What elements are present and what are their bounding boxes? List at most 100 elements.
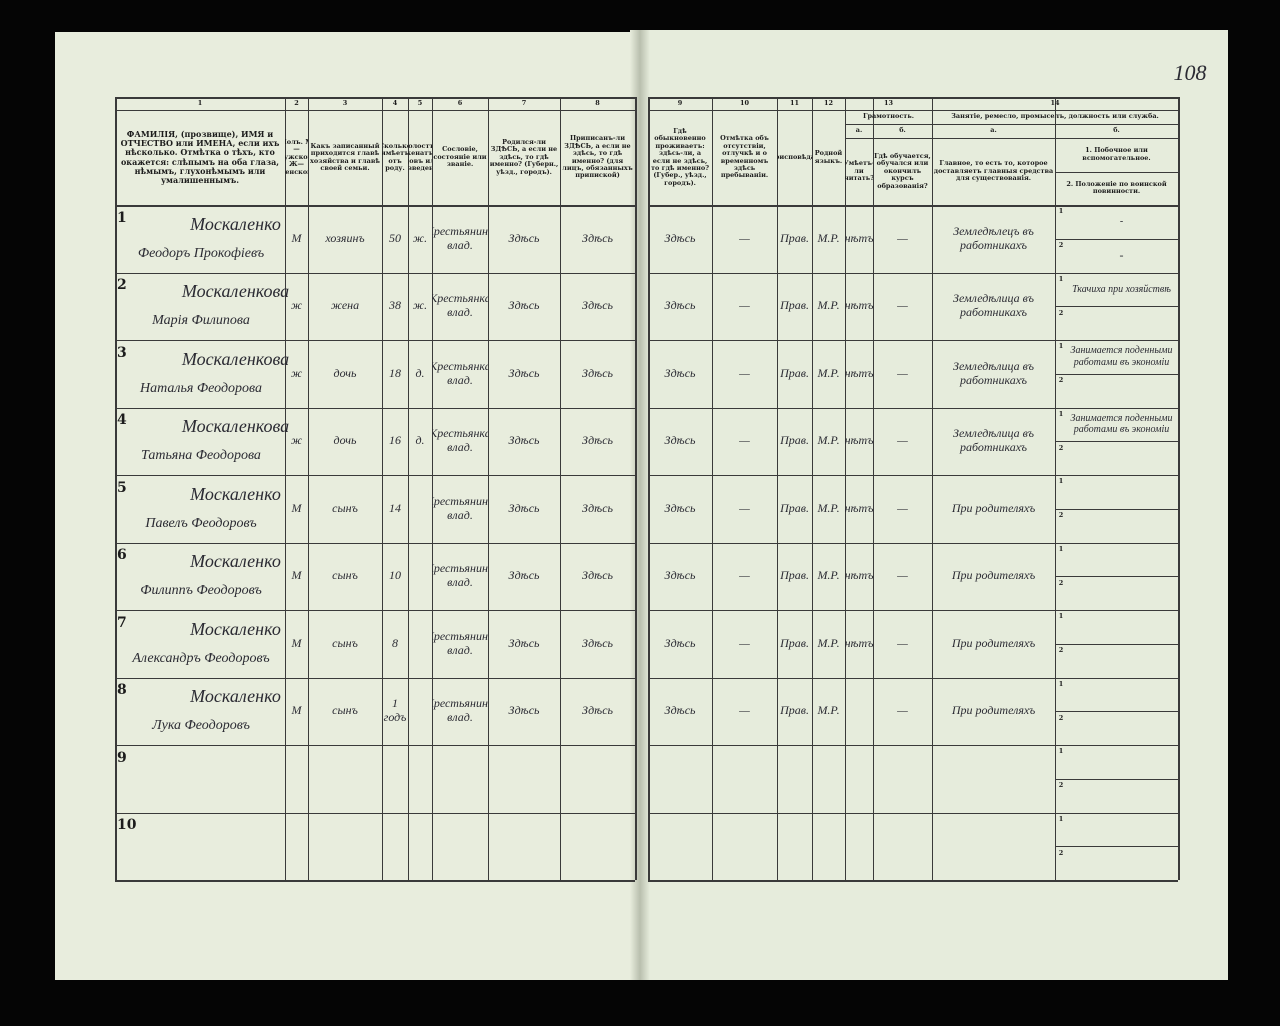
rule xyxy=(1055,373,1178,375)
rule xyxy=(648,542,1178,544)
given-name: Татьяна Феодорова xyxy=(141,448,261,464)
registered: Здѣсь xyxy=(582,635,613,650)
surname: Москаленко xyxy=(190,213,281,234)
column-header: Гдѣ обучается, обучался или окончилъ кур… xyxy=(874,151,931,190)
estate: Крестьянинъ влад. xyxy=(432,223,488,252)
school: — xyxy=(897,433,908,448)
rule xyxy=(648,610,1178,611)
school: — xyxy=(897,703,908,718)
absence: — xyxy=(739,500,750,515)
column-header: Сословіе, состояніе или званіе. xyxy=(433,145,487,169)
column-header: Родился-ли ЗДѢСЬ, а если не здѣсь, то гд… xyxy=(489,137,559,176)
rule xyxy=(932,138,1178,139)
surname: Москаленкова xyxy=(181,416,290,437)
occupation: При родителяхъ xyxy=(951,500,1036,515)
rule xyxy=(845,124,932,125)
born: Здѣсь xyxy=(508,703,540,718)
given-name: Александръ Феодоровъ xyxy=(132,650,270,666)
residence: Здѣсь xyxy=(664,230,696,245)
rule xyxy=(932,97,933,880)
row-number: 9 xyxy=(117,749,127,766)
rule xyxy=(648,677,1178,679)
sex: М xyxy=(291,230,302,245)
column-header: Умѣетъ-ли читать? xyxy=(845,159,873,183)
religion: Прав. xyxy=(780,365,809,380)
column-number: 1 xyxy=(197,98,203,107)
residence: Здѣсь xyxy=(664,433,696,448)
secondary-occupation: Ткачиха при хозяйствѣ xyxy=(1072,283,1171,295)
given-name: Лука Феодоровъ xyxy=(152,718,250,734)
subrow-label: 2 xyxy=(1058,781,1064,790)
rule xyxy=(648,97,1178,99)
subrow-label: 1 xyxy=(1058,612,1064,621)
rule xyxy=(115,677,635,679)
sex: М xyxy=(291,568,302,583)
rule xyxy=(1055,711,1178,713)
estate: Крестьянка влад. xyxy=(432,358,488,387)
literate: нѣтъ xyxy=(845,568,873,583)
rule xyxy=(648,110,1178,111)
rule xyxy=(1055,846,1178,848)
column-number: 2 xyxy=(294,98,299,107)
rule xyxy=(648,272,1178,274)
literate: нѣтъ xyxy=(845,230,873,245)
relation: сынъ xyxy=(332,703,358,718)
rule xyxy=(648,97,650,880)
rule xyxy=(382,97,383,880)
age: 10 xyxy=(389,568,401,583)
residence: Здѣсь xyxy=(664,365,696,380)
subrow-label: 1 xyxy=(1058,207,1064,216)
absence: — xyxy=(739,703,750,718)
column-number: 10 xyxy=(739,98,750,107)
school: — xyxy=(897,365,908,380)
occupation: При родителяхъ xyxy=(951,568,1036,583)
rule xyxy=(648,880,1178,882)
rule xyxy=(115,812,635,814)
surname: Москаленкова xyxy=(181,348,290,369)
column-header: Родной языкъ. xyxy=(814,149,843,165)
subrow-label: 1 xyxy=(1058,544,1064,553)
row-number: 4 xyxy=(117,412,127,429)
column-number: 13 xyxy=(883,98,894,107)
absence: — xyxy=(739,433,750,448)
rule xyxy=(648,812,1178,814)
surname: Москаленко xyxy=(190,551,281,572)
row-number: 7 xyxy=(117,614,127,631)
language: М.Р. xyxy=(817,230,840,245)
subcolumn-letter: а. xyxy=(990,126,997,135)
registered: Здѣсь xyxy=(582,298,613,313)
column-header: 2. Положеніе по воинской повинности. xyxy=(1066,179,1167,196)
relation: дочь xyxy=(333,365,357,380)
military-status: - xyxy=(1119,247,1124,262)
age: 16 xyxy=(389,433,401,448)
literate: нѣтъ xyxy=(845,365,873,380)
subcolumn-letter: а. xyxy=(855,126,863,135)
column-header: Отмѣтка объ отсутствіи, отлучкѣ и о врем… xyxy=(720,134,769,180)
sex: ж xyxy=(290,298,303,313)
rule xyxy=(1055,97,1056,880)
marital: ж. xyxy=(412,298,428,313)
column-header: Полъ. М—мужской. Ж—женской. xyxy=(285,137,308,176)
rule xyxy=(432,97,433,880)
subrow-label: 1 xyxy=(1058,679,1064,688)
rule xyxy=(115,340,635,341)
row-number: 1 xyxy=(117,209,127,226)
religion: Прав. xyxy=(780,298,809,313)
column-number: 5 xyxy=(417,98,423,107)
rule xyxy=(648,205,1178,207)
age: 8 xyxy=(392,635,398,650)
column-number: 14 xyxy=(1050,98,1060,107)
rule xyxy=(1055,508,1178,510)
column-header: Вѣроисповѣданіе. xyxy=(777,152,812,161)
subrow-label: 2 xyxy=(1058,646,1064,655)
rule xyxy=(648,340,1178,341)
rule xyxy=(932,124,1178,125)
born: Здѣсь xyxy=(508,433,540,448)
subrow-label: 1 xyxy=(1058,409,1064,418)
surname: Москаленкова xyxy=(181,281,290,302)
religion: Прав. xyxy=(780,433,809,448)
row-number: 6 xyxy=(117,547,127,564)
column-header: ФАМИЛІЯ, (прозвище), ИМЯ и ОТЧЕСТВО или … xyxy=(120,128,280,185)
page-number: 108 xyxy=(1173,60,1207,86)
subrow-label: 2 xyxy=(1058,241,1064,250)
